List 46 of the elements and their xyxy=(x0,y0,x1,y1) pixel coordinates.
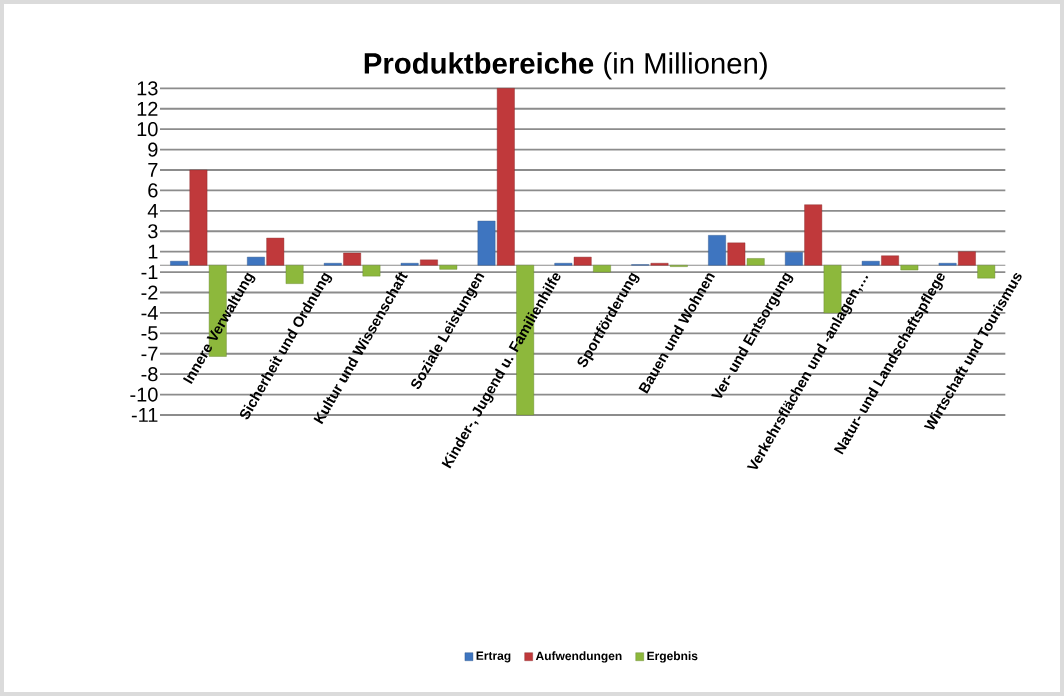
bar xyxy=(323,263,342,266)
bar xyxy=(343,252,361,266)
y-tick-label: 1 xyxy=(148,244,158,259)
legend-label: Ergebnis xyxy=(647,651,698,663)
y-tick-label: 6 xyxy=(148,183,158,198)
bar xyxy=(861,260,880,266)
y-tick-label: 9 xyxy=(148,142,158,157)
bar xyxy=(439,265,458,270)
y-tick-label: -4 xyxy=(141,306,158,320)
bar xyxy=(554,263,573,266)
bar xyxy=(477,220,496,266)
bar xyxy=(727,242,746,266)
bar xyxy=(496,88,515,266)
bar xyxy=(746,258,765,266)
y-tick-label: 10 xyxy=(137,122,158,137)
bar xyxy=(881,255,899,266)
bar xyxy=(573,256,592,266)
bar xyxy=(650,263,669,266)
bar xyxy=(938,263,957,266)
y-tick-label: -1 xyxy=(141,265,158,279)
bar xyxy=(420,259,438,266)
y-tick-label: 13 xyxy=(137,81,158,96)
bar xyxy=(266,237,285,266)
bar xyxy=(785,252,803,266)
bar xyxy=(170,260,188,266)
y-tick-label: -5 xyxy=(141,326,158,341)
bar xyxy=(900,265,919,271)
y-tick-label: -8 xyxy=(141,367,158,382)
legend-label: Aufwendungen xyxy=(535,651,622,663)
y-tick-label: 7 xyxy=(148,163,158,177)
chart-title: Produktbereiche (in Millionen) xyxy=(364,52,767,80)
y-tick-label: 4 xyxy=(147,203,158,218)
bar xyxy=(593,265,611,273)
y-tick-label: 3 xyxy=(148,224,158,239)
y-tick-label: -7 xyxy=(141,346,158,361)
bar xyxy=(958,251,976,266)
bar xyxy=(189,169,208,266)
bar xyxy=(708,235,726,266)
y-tick-label: -11 xyxy=(131,408,158,422)
legend-label: Ertrag xyxy=(476,651,511,663)
y-tick-label: -10 xyxy=(130,387,158,402)
y-tick-label: -2 xyxy=(141,285,158,300)
bar xyxy=(247,256,265,266)
y-tick-label: 12 xyxy=(137,101,158,116)
bar xyxy=(400,263,419,266)
bar xyxy=(804,204,823,266)
